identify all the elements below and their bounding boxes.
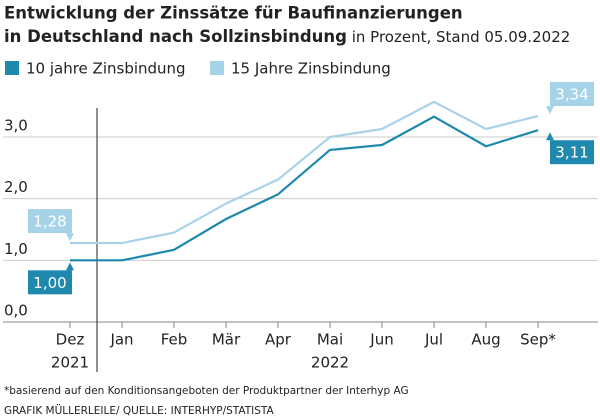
- x-tick-label: Sep*: [520, 331, 556, 349]
- x-tick-label: Dez: [56, 331, 85, 349]
- line-series: [70, 100, 539, 245]
- x-tick-label: Feb: [161, 331, 188, 349]
- line-series: [70, 115, 539, 262]
- value-label-pointer: [546, 106, 554, 115]
- value-label: 1,28: [33, 213, 66, 231]
- value-label-box: [550, 82, 594, 107]
- x-tick-label: Jul: [424, 331, 443, 349]
- year-label: 2021: [51, 354, 89, 372]
- y-tick-label: 1,0: [4, 240, 28, 258]
- legend-label: 15 Jahre Zinsbindung: [231, 60, 391, 78]
- value-label: 1,00: [33, 274, 66, 292]
- y-tick-label: 0,0: [4, 302, 28, 320]
- value-label: 3,11: [555, 144, 588, 162]
- chart-title: in Deutschland nach Sollzinsbindung: [4, 27, 347, 46]
- x-tick-label: Mär: [212, 331, 241, 349]
- value-label-box: [28, 209, 72, 234]
- y-tick-label: 2,0: [4, 178, 28, 196]
- source: GRAFIK MÜLLERLEILE/ QUELLE: INTERHYP/STA…: [4, 404, 275, 417]
- legend-swatch: [5, 61, 19, 75]
- value-label-pointer: [66, 262, 74, 271]
- x-tick-label: Mai: [317, 331, 343, 349]
- legend-label: 10 jahre Zinsbindung: [26, 60, 186, 78]
- x-tick-label: Jan: [109, 331, 133, 349]
- y-tick-label: 3,0: [4, 117, 28, 135]
- value-label-pointer: [546, 132, 554, 141]
- value-label-pointer: [66, 233, 74, 242]
- chart-subtitle: in Prozent, Stand 05.09.2022: [352, 28, 571, 46]
- footnote: *basierend auf den Konditionsangeboten d…: [4, 385, 409, 397]
- x-tick-label: Aug: [471, 331, 500, 349]
- year-label: 2022: [311, 354, 349, 372]
- value-label-box: [550, 140, 594, 165]
- value-label-box: [28, 270, 72, 295]
- x-tick-label: Apr: [265, 331, 292, 349]
- value-label: 3,34: [555, 86, 588, 104]
- legend-swatch: [210, 61, 224, 75]
- chart-title-line: in Deutschland nach Sollzinsbindung in P…: [4, 27, 570, 46]
- x-tick-label: Jun: [369, 331, 393, 349]
- chart-title: Entwicklung der Zinssätze für Baufinanzi…: [4, 4, 463, 23]
